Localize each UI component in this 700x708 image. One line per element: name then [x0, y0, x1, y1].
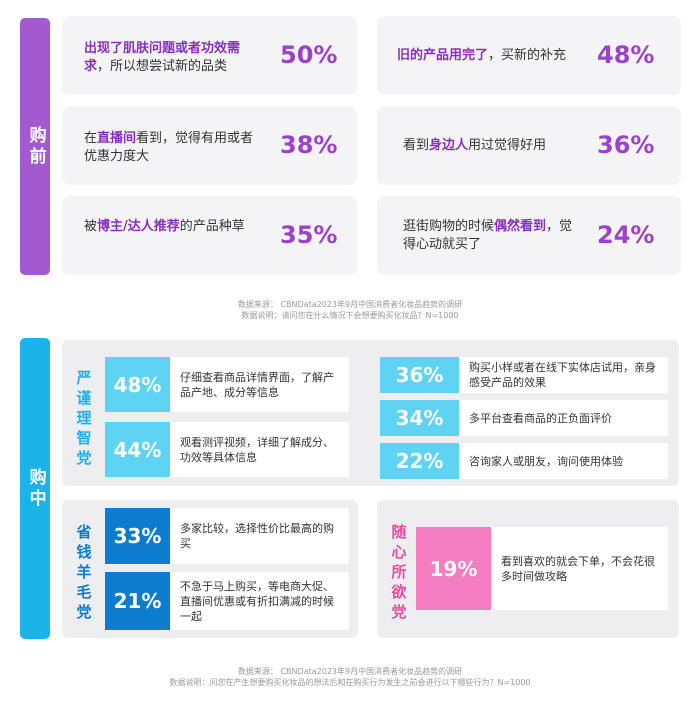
reason-percent: 48%: [597, 41, 655, 69]
reason-card: 旧的产品用完了，买新的补充 48%: [377, 16, 681, 95]
section-label-text: 购中: [25, 467, 46, 510]
rational-percent: 44%: [105, 422, 170, 477]
reason-percent: 35%: [280, 221, 338, 249]
reason-text: 逛街购物的时候偶然看到，觉得心动就买了: [403, 219, 573, 252]
explanation-note: 数据说明：请问您在什么情况下会想要购买化妆品？N=1000: [241, 311, 459, 320]
section-label-during-purchase: 购中: [20, 338, 50, 639]
reason-percent: 24%: [597, 221, 655, 249]
thrifty-behavior: 多家比较，选择性价比最高的购买: [170, 508, 349, 564]
source-note: 数据来源： CBNData2023年9月中国消费者化妆品趋势的调研: [237, 300, 463, 309]
reason-text: 被博主/达人推荐的产品种草: [84, 219, 245, 234]
reason-card: 在直播间看到，觉得有用或者优惠力度大 38%: [62, 106, 357, 185]
thrifty-percent: 33%: [105, 508, 170, 564]
rational-behavior: 购买小样或者在线下实体店试用，亲身感受产品的效果: [459, 357, 668, 393]
thrifty-percent: 21%: [105, 572, 170, 630]
rational-percent: 22%: [380, 443, 459, 479]
impulse-group-label: 随心所欲党: [391, 523, 407, 621]
reason-card: 逛街购物的时候偶然看到，觉得心动就买了 24%: [377, 196, 681, 275]
reason-percent: 38%: [280, 131, 338, 159]
impulse-behavior: 看到喜欢的就会下单，不会花很多时间做攻略: [491, 527, 668, 610]
reason-text: 旧的产品用完了，买新的补充: [397, 48, 567, 63]
rational-percent: 34%: [380, 400, 459, 436]
reason-text: 出现了肌肤问题或者功效需求，所以想尝试新的品类: [84, 41, 241, 74]
reason-card: 看到身边人用过觉得好用 36%: [377, 106, 681, 185]
reason-percent: 36%: [597, 131, 655, 159]
reason-card: 被博主/达人推荐的产品种草 35%: [62, 196, 357, 275]
reason-card: 出现了肌肤问题或者功效需求，所以想尝试新的品类 50%: [62, 16, 357, 95]
section-label-text: 购前: [25, 125, 46, 168]
reason-text: 看到身边人用过觉得好用: [403, 138, 547, 153]
rational-behavior: 观看测评视频，详细了解成分、功效等具体信息: [170, 422, 349, 477]
rational-percent: 48%: [105, 357, 170, 412]
source-note: 数据来源： CBNData2023年9月中国消费者化妆品趋势的调研: [237, 667, 463, 676]
rational-group-label: 严谨理智党: [76, 369, 92, 467]
explanation-note: 数据说明：问您在产生想要购买化妆品的想法后和在购买行为发生之前会进行以下哪些行为…: [169, 678, 531, 687]
section-label-pre-purchase: 购前: [20, 18, 50, 275]
thrifty-behavior: 不急于马上购买，等电商大促、直播间优惠或有折扣满减的时候一起: [170, 572, 349, 630]
rational-behavior: 仔细查看商品详情界面，了解产品产地、成分等信息: [170, 357, 349, 412]
reason-percent: 50%: [280, 41, 338, 69]
thrifty-group-label: 省钱羊毛党: [76, 523, 92, 621]
impulse-percent: 19%: [416, 527, 491, 610]
rational-behavior: 多平台查看商品的正负面评价: [459, 400, 668, 436]
rational-behavior: 咨询家人或朋友，询问使用体验: [459, 443, 668, 479]
rational-percent: 36%: [380, 357, 459, 393]
reason-text: 在直播间看到，觉得有用或者优惠力度大: [84, 131, 254, 164]
